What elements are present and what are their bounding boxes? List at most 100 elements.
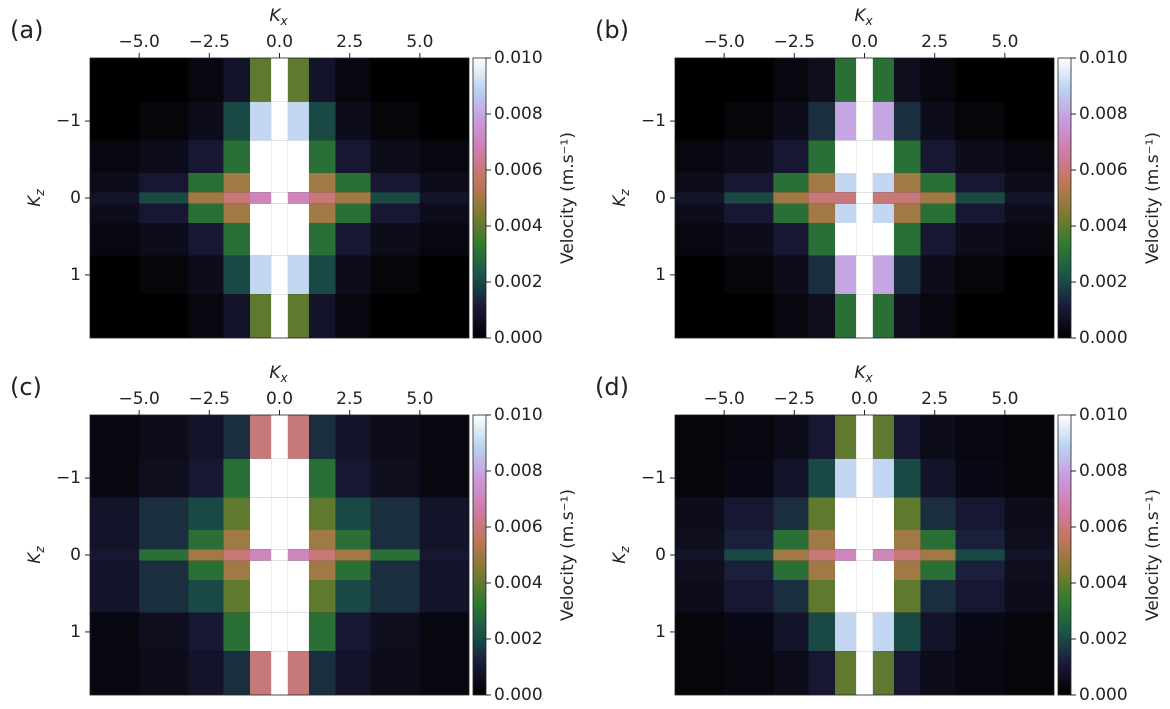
heatmap-cell — [419, 192, 469, 204]
panel-label: (d) — [595, 373, 629, 401]
heatmap-cell — [250, 560, 272, 580]
heatmap-cell — [808, 651, 836, 695]
heatmap-cell — [271, 580, 288, 613]
heatmap-cell — [856, 612, 873, 652]
heatmap-cell — [955, 192, 1005, 204]
heatmap-cell — [271, 549, 288, 561]
heatmap-cell — [287, 549, 309, 561]
heatmap-cell — [223, 294, 251, 338]
heatmap-cell — [773, 458, 809, 498]
heatmap-cell — [223, 651, 251, 695]
heatmap-cell — [893, 651, 921, 695]
heatmap-cell — [872, 101, 894, 141]
heatmap-cell — [893, 549, 921, 561]
y-axis-label-sub: z — [618, 546, 632, 554]
heatmap-cell — [893, 203, 921, 223]
x-tick-label: 0.0 — [851, 389, 878, 409]
panel-label: (c) — [10, 373, 42, 401]
heatmap-cell — [835, 173, 857, 193]
heatmap-cell — [1004, 651, 1054, 695]
heatmap-cell — [90, 140, 140, 173]
heatmap-cell — [920, 58, 956, 102]
x-tick-label: 0.0 — [851, 32, 878, 52]
heatmap-cell — [835, 497, 857, 530]
heatmap-cell — [188, 203, 224, 223]
colorbar — [1057, 57, 1072, 339]
heatmap-cell — [188, 415, 224, 459]
heatmap-cell — [835, 580, 857, 613]
colorbar-tick-label: 0.000 — [494, 685, 543, 705]
heatmap-cell — [308, 101, 336, 141]
heatmap-cell — [335, 530, 371, 550]
heatmap-cell — [724, 497, 774, 530]
heatmap-cell — [808, 255, 836, 295]
heatmap-cell — [856, 223, 873, 256]
heatmap-cell — [335, 192, 371, 204]
heatmap-cell — [419, 294, 469, 338]
heatmap-cell — [139, 560, 189, 580]
heatmap-cell — [188, 612, 224, 652]
heatmap-cell — [675, 203, 725, 223]
heatmap-cell — [223, 415, 251, 459]
heatmap-cell — [856, 530, 873, 550]
heatmap-cell — [955, 203, 1005, 223]
heatmap-cell — [808, 530, 836, 550]
heatmap-cell — [188, 58, 224, 102]
colorbar-tick-label: 0.008 — [494, 104, 543, 124]
heatmap-cell — [920, 173, 956, 193]
heatmap-cell — [808, 101, 836, 141]
heatmap-cell — [90, 255, 140, 295]
heatmap-cell — [724, 651, 774, 695]
colorbar-tick-label: 0.004 — [1079, 216, 1128, 236]
heatmap-cell — [893, 612, 921, 652]
y-axis-label-sub: z — [33, 189, 47, 197]
heatmap-cell — [835, 101, 857, 141]
heatmap-cell — [773, 203, 809, 223]
heatmap-cell — [724, 140, 774, 173]
heatmap-cell — [955, 255, 1005, 295]
heatmap-cell — [808, 192, 836, 204]
colorbar-tick-label: 0.008 — [1079, 461, 1128, 481]
heatmap-cell — [872, 192, 894, 204]
heatmap-cell — [335, 560, 371, 580]
heatmap-cell — [773, 530, 809, 550]
heatmap-cell — [893, 458, 921, 498]
heatmap-cell — [335, 294, 371, 338]
heatmap-cell — [724, 223, 774, 256]
heatmap-cell — [250, 458, 272, 498]
heatmap-cell — [250, 223, 272, 256]
x-axis-label-sub: x — [280, 14, 289, 28]
heatmap-cell — [271, 560, 288, 580]
heatmap-cell — [920, 549, 956, 561]
heatmap-cell — [250, 101, 272, 141]
heatmap-cell — [287, 580, 309, 613]
heatmap-cell — [188, 530, 224, 550]
heatmap-cell — [920, 101, 956, 141]
heatmap-cell — [223, 192, 251, 204]
colorbar-tick-label: 0.010 — [1079, 48, 1128, 68]
heatmap-cell — [308, 203, 336, 223]
heatmap-cell — [271, 497, 288, 530]
y-axis-label-main: K — [25, 194, 45, 207]
heatmap-cell — [920, 580, 956, 613]
heatmap-cell — [370, 651, 420, 695]
heatmap-cell — [872, 560, 894, 580]
x-axis-label: Kx — [269, 6, 288, 28]
heatmap-cell — [139, 497, 189, 530]
heatmap-cell — [335, 612, 371, 652]
heatmap-cell — [271, 192, 288, 204]
heatmap-cell — [920, 203, 956, 223]
heatmap-cell — [808, 560, 836, 580]
heatmap-cell — [1004, 612, 1054, 652]
heatmap-cell — [308, 549, 336, 561]
heatmap-cell — [872, 530, 894, 550]
heatmap-cell — [419, 458, 469, 498]
heatmap-cell — [335, 255, 371, 295]
x-axis-label: Kx — [854, 363, 873, 385]
heatmap-cell — [835, 192, 857, 204]
heatmap-cell — [419, 203, 469, 223]
heatmap-cell — [893, 101, 921, 141]
heatmap-cell — [223, 255, 251, 295]
x-tick-label: −5.0 — [118, 32, 159, 52]
heatmap-cell — [835, 203, 857, 223]
